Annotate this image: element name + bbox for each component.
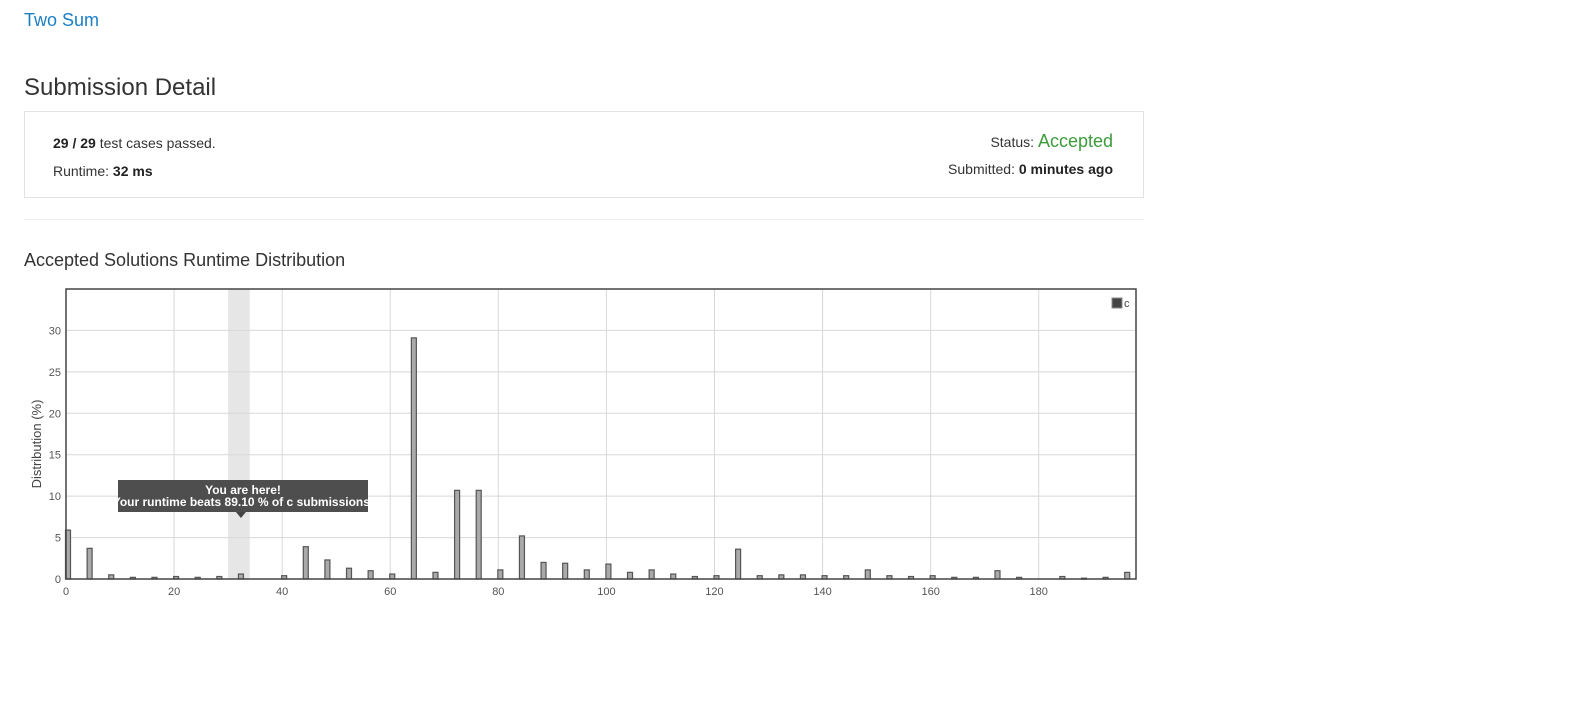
y-tick-label: 10 [49,491,61,503]
y-tick-label: 30 [49,325,61,337]
count-separator: / [72,135,77,151]
bar [562,562,569,580]
bar [302,546,309,580]
x-tick-label: 80 [492,586,504,598]
bar [735,548,742,580]
x-tick-label: 120 [705,586,723,598]
legend-swatch [1111,297,1123,309]
problem-title-link[interactable]: Two Sum [24,10,100,30]
tooltip-box [118,480,368,512]
bar [583,569,590,580]
x-tick-label: 20 [168,586,180,598]
test-cases-line: 29 / 29 test cases passed. [53,134,216,162]
y-tick-label: 20 [49,408,61,420]
y-tick-label: 15 [49,450,61,462]
submitted-line: Submitted: 0 minutes ago [948,160,1113,178]
runtime-line: Runtime: 32 ms [53,162,216,190]
tooltip-line-2: Your runtime beats 89.10 % of c submissi… [113,495,374,509]
bar [1124,571,1131,580]
tooltip-pointer [235,512,246,518]
bar [540,561,547,580]
bar [648,569,655,580]
chart-heading: Accepted Solutions Runtime Distribution [24,250,346,270]
status-summary: Status: Accepted Submitted: 0 minutes ag… [948,130,1113,178]
status-line: Status: Accepted [948,130,1113,160]
legend-label-c: c [1124,298,1130,310]
bar [345,567,353,580]
y-tick-label: 0 [55,574,61,586]
y-tick-label: 5 [55,533,61,545]
runtime-value: 32 ms [112,163,153,179]
passed-count: 29 [53,135,69,151]
bar [367,570,374,580]
submission-detail-panel: 29 / 29 test cases passed. Runtime: 32 m… [24,111,1144,198]
bar [432,571,439,580]
submitted-value: 0 minutes ago [1018,161,1113,177]
tooltip-line-1: You are here! [205,483,281,497]
x-tick-label: 160 [921,586,939,598]
bar [410,337,417,580]
passed-suffix: test cases passed. [99,135,216,151]
submission-detail-heading: Submission Detail [24,74,217,101]
bar [497,569,504,580]
result-summary: 29 / 29 test cases passed. Runtime: 32 m… [53,134,216,190]
bar [475,489,482,580]
bar [324,559,331,580]
bar [86,547,93,580]
status-label: Status: [990,134,1035,150]
x-tick-label: 140 [813,586,831,598]
y-axis-label: Distribution (%) [29,400,44,489]
bar [626,571,634,580]
section-divider [24,219,1144,220]
bar [605,563,612,580]
highlight-band [228,289,250,579]
x-tick-label: 60 [384,586,396,598]
x-tick-label: 0 [63,586,69,598]
status-badge: Accepted [1037,131,1113,151]
bar [994,570,1001,580]
x-tick-label: 180 [1030,586,1048,598]
x-tick-label: 100 [597,586,615,598]
bar [518,535,526,580]
plot-border [65,288,1137,580]
y-tick-label: 25 [49,367,61,379]
runtime-label: Runtime: [53,163,110,179]
runtime-distribution-chart: 0 20 40 60 80 100 120 140 160 180 0 5 10 15 20 25 30 Dist… [29,288,1137,598]
submitted-label: Submitted: [948,161,1015,177]
bar [864,569,871,580]
bar [453,489,461,580]
x-tick-label: 40 [276,586,288,598]
total-count: 29 [80,135,96,151]
